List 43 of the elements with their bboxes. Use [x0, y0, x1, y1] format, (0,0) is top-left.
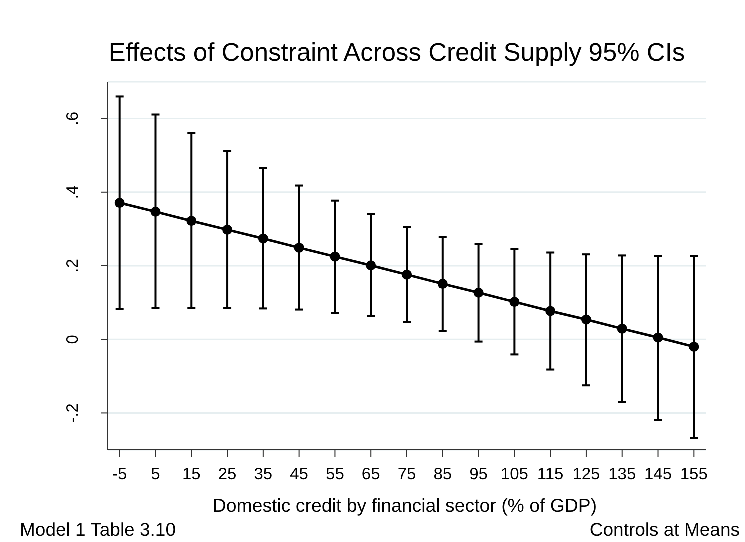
- x-tick-label: 55: [326, 465, 344, 484]
- x-tick-label: 135: [608, 465, 636, 484]
- y-tick-label: .2: [64, 259, 82, 273]
- point: [438, 279, 448, 290]
- y-tick-label: .4: [64, 186, 82, 200]
- x-tick-label: 105: [500, 465, 528, 484]
- chart-title: Effects of Constraint Across Credit Supply 95% CIs: [108, 39, 686, 67]
- x-tick-label: 45: [290, 465, 308, 484]
- point: [474, 288, 484, 298]
- x-tick-label: 95: [470, 465, 488, 484]
- x-tick-label: 85: [434, 465, 452, 484]
- text: Model 1 Table 3.10: [20, 519, 176, 540]
- x-tick-label: 35: [254, 465, 273, 484]
- x-tick-label: 125: [572, 465, 600, 484]
- point: [222, 224, 233, 235]
- point: [402, 270, 412, 280]
- point: [546, 306, 556, 316]
- x-axis-title: Domestic credit by financial sector (% of GDP): [212, 495, 598, 516]
- point: [581, 314, 592, 325]
- x-tick-label: -5: [112, 465, 128, 484]
- point: [330, 252, 340, 262]
- point: [294, 242, 304, 253]
- point: [258, 234, 268, 244]
- point: [689, 342, 700, 352]
- point: [114, 198, 125, 208]
- x-tick-label: 25: [218, 465, 237, 484]
- x-tick-label: 155: [680, 465, 708, 484]
- point: [150, 206, 161, 217]
- x-tick-label: 75: [398, 465, 416, 484]
- y-tick-label: .6: [64, 112, 82, 126]
- y-tick-label: 0: [64, 335, 82, 344]
- point: [366, 260, 376, 271]
- x-tick-label: 65: [362, 465, 380, 484]
- point: [617, 324, 628, 334]
- text: Controls at Means: [590, 519, 740, 540]
- point: [653, 332, 664, 343]
- point: [186, 216, 197, 226]
- x-tick-label: 5: [151, 465, 160, 484]
- x-tick-label: 145: [644, 465, 672, 484]
- point: [510, 297, 520, 308]
- x-tick-label: 115: [537, 465, 564, 484]
- x-tick-label: 15: [182, 465, 201, 484]
- y-tick-label: -.2: [64, 404, 82, 423]
